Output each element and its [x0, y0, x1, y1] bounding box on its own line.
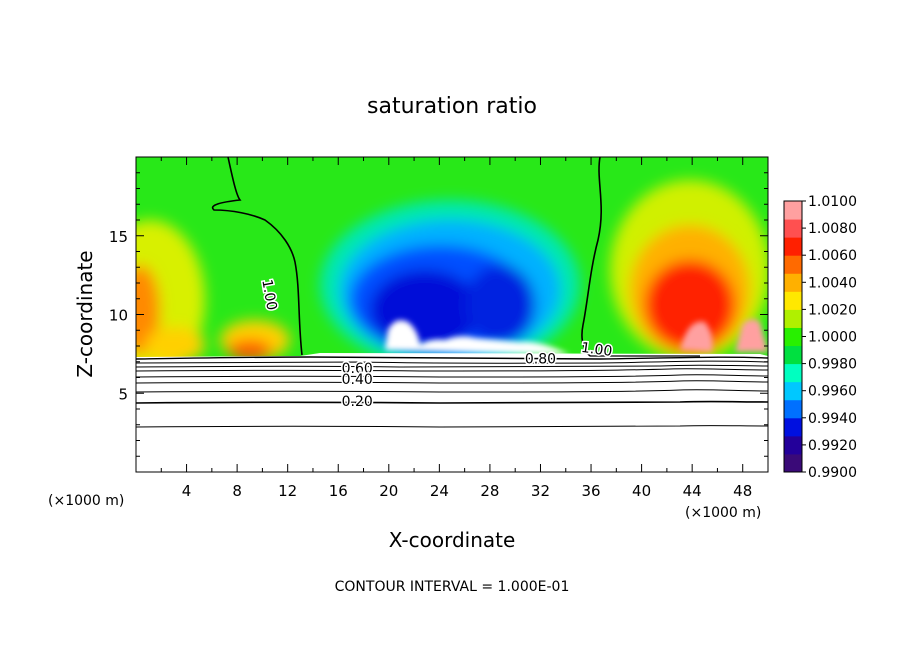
- colorbar-label: 0.9920: [808, 438, 857, 454]
- colorbar-label: 0.9960: [808, 384, 857, 400]
- x-tick-label: 40: [632, 482, 651, 500]
- colorbar-swatch: [784, 399, 802, 419]
- contour-label: 1.00: [580, 340, 613, 360]
- x-tick-label: 8: [232, 482, 242, 500]
- colorbar-label: 1.0020: [808, 302, 857, 318]
- colorbar-swatch: [784, 417, 802, 437]
- x-unit-right: (×1000 m): [685, 505, 761, 521]
- colorbar-swatch: [784, 201, 802, 220]
- colorbar-swatch: [784, 327, 802, 347]
- colorbar-swatch: [784, 453, 802, 473]
- colorbar-labels: 1.0100 1.0080 1.0060 1.0040 1.0020 1.0000 0.99…: [802, 194, 857, 481]
- contour-1-00-right: [581, 157, 603, 357]
- contour-label: 1.00: [258, 278, 279, 311]
- x-axis-label: X-coordinate: [389, 528, 516, 552]
- x-tick-label: 12: [278, 482, 297, 500]
- x-tick-label: 44: [683, 482, 702, 500]
- contour-label: 0.40: [342, 372, 373, 388]
- contour-0-50: [136, 374, 768, 378]
- x-tick-label: 20: [379, 482, 398, 500]
- x-tick-label: 4: [182, 482, 192, 500]
- contour-0-40: [136, 380, 768, 384]
- colorbar-swatch: [784, 435, 802, 455]
- contour-label: 0.60: [342, 361, 373, 377]
- contour-0-90: [136, 356, 768, 360]
- contour-labels: 1.00 1.00 0.80 0.600.40 0.20: [257, 277, 615, 412]
- x-tick-label: 24: [430, 482, 449, 500]
- colorbar-label: 0.9980: [808, 357, 857, 373]
- colorbar-label: 1.0040: [808, 275, 857, 291]
- x-tick-label: 28: [480, 482, 499, 500]
- plot-area: 1.00 1.00 0.80 0.600.40 0.20: [136, 157, 768, 472]
- colorbar-swatch: [784, 291, 802, 310]
- contour-0-80: [136, 360, 768, 364]
- colorbar-swatch: [784, 255, 802, 274]
- colorbar-swatch: [784, 363, 802, 383]
- contour-interval-note: CONTOUR INTERVAL = 1.000E-01: [335, 579, 570, 595]
- colorbar-swatch: [784, 345, 802, 365]
- y-tick-label: 15: [109, 228, 128, 246]
- colorbar: 1.0100 1.0080 1.0060 1.0040 1.0020 1.0000 0.99…: [783, 194, 857, 481]
- contour-1-00-left: [211, 157, 303, 356]
- colorbar-swatches: [784, 201, 802, 473]
- contour-label: 0.80: [525, 351, 556, 367]
- y-tick-label: 10: [109, 307, 128, 325]
- contour-lines: [136, 157, 768, 428]
- colorbar-swatch: [784, 381, 802, 401]
- x-unit-left: (×1000 m): [48, 493, 124, 509]
- x-tick-label: 36: [581, 482, 600, 500]
- contour-label: 0.20: [342, 394, 373, 410]
- colorbar-label: 1.0080: [808, 221, 857, 237]
- colorbar-label: 0.9940: [808, 411, 857, 427]
- colorbar-swatch: [784, 273, 802, 292]
- colorbar-label: 0.9900: [808, 465, 857, 481]
- y-axis-ticks: 5 10 15: [109, 172, 768, 457]
- contour-0-20: [136, 400, 768, 404]
- colorbar-label: 1.0060: [808, 248, 857, 264]
- contour-0-60: [136, 368, 768, 372]
- colorbar-swatch: [784, 237, 802, 256]
- x-tick-label: 48: [733, 482, 752, 500]
- contour-0-10: [136, 425, 768, 428]
- y-axis-label: Z-coordinate: [73, 250, 97, 377]
- y-tick-label: 5: [118, 385, 128, 403]
- x-tick-label: 16: [329, 482, 348, 500]
- colorbar-swatch: [784, 219, 802, 238]
- colorbar-label: 1.0000: [808, 330, 857, 346]
- contour-0-30: [136, 389, 768, 393]
- chart-title: saturation ratio: [367, 94, 537, 119]
- x-axis-ticks: 4 8 12 16 20 24 28 32 36 40 44 48: [160, 157, 752, 500]
- contour-0-70: [136, 364, 768, 368]
- x-tick-label: 32: [531, 482, 550, 500]
- colorbar-label: 1.0100: [808, 194, 857, 210]
- colorbar-swatch: [784, 309, 802, 328]
- saturation-field: [136, 157, 768, 472]
